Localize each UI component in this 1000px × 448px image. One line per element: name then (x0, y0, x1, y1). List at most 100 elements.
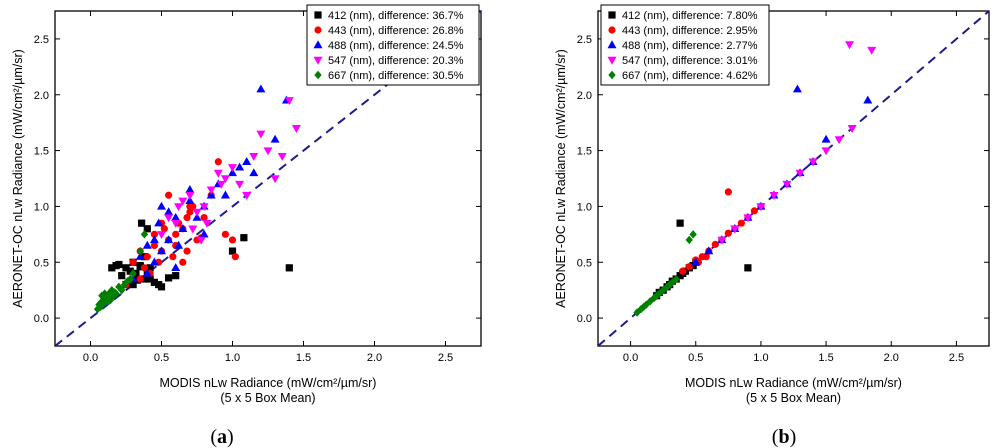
plot-frame (597, 10, 990, 347)
data-point (834, 136, 844, 145)
data-point (795, 169, 805, 178)
y-tick-label: 1.5 (577, 146, 592, 158)
data-point (242, 157, 252, 165)
y-tick-label: 0.5 (34, 257, 49, 269)
data-points (633, 41, 877, 317)
data-point (126, 267, 134, 275)
data-point (263, 147, 273, 156)
x-tick-label: 2.5 (438, 352, 453, 364)
data-point (138, 219, 146, 227)
data-point (118, 285, 126, 295)
y-tick-label: 2.5 (34, 34, 49, 46)
reference-line-1-to-1 (598, 11, 989, 346)
x-axis-label: MODIS nLw Radiance (mW/cm²/µm/sr) (160, 376, 377, 390)
y-axis-label: AERONET-OC nLw Radiance (mW/cm²/µm/sr) (554, 49, 568, 308)
y-tick-label: 0.5 (577, 257, 592, 269)
legend: 412 (nm), difference: 7.80% 443 (nm), dif… (600, 4, 770, 86)
data-point (270, 175, 280, 184)
data-point (249, 152, 259, 161)
data-point (136, 246, 144, 256)
y-tick-label: 2.0 (577, 90, 592, 102)
data-point (689, 230, 697, 239)
data-point (277, 152, 287, 161)
y-axis-label: AERONET-OC nLw Radiance (mW/cm²/µm/sr) (11, 49, 25, 308)
data-point (129, 269, 137, 278)
data-point (291, 125, 301, 133)
data-point (172, 230, 180, 238)
legend-marker (314, 70, 322, 80)
data-point (126, 274, 134, 284)
data-point (679, 267, 687, 275)
data-point (270, 134, 280, 143)
data-point (150, 241, 158, 250)
legend-marker (608, 26, 616, 34)
legend-entry: 667 (nm), difference: 4.62% (622, 70, 758, 82)
legend-marker (314, 11, 322, 19)
data-point (863, 95, 873, 104)
data-point (146, 275, 154, 283)
data-point (112, 289, 120, 298)
data-point (691, 257, 701, 266)
data-point (149, 235, 159, 244)
legend-entry: 667 (nm), difference: 30.5% (328, 70, 464, 82)
data-point (164, 214, 174, 223)
x-axis-label: MODIS nLw Radiance (mW/cm²/µm/sr) (685, 376, 902, 390)
legend-marker (314, 26, 322, 34)
x-tick-label: 0.5 (688, 352, 703, 364)
data-point (672, 274, 680, 284)
data-point (730, 225, 740, 234)
legend-marker (608, 11, 616, 19)
data-point (633, 308, 641, 317)
data-point (106, 296, 115, 305)
data-point (249, 168, 259, 177)
legend-marker (313, 40, 323, 49)
data-point (143, 225, 151, 233)
data-point (769, 192, 779, 200)
series-2 (128, 84, 291, 283)
data-point (655, 289, 663, 298)
legend-marker (313, 56, 323, 65)
x-tick-label: 2.0 (367, 352, 382, 364)
panel-label: (a) (210, 426, 233, 448)
data-point (115, 260, 123, 269)
series-3 (717, 41, 877, 245)
data-point (702, 253, 710, 261)
data-point (179, 258, 187, 266)
data-point (228, 164, 237, 173)
legend-entry: 547 (nm), difference: 3.01% (622, 55, 758, 67)
data-point (146, 264, 154, 272)
data-point (171, 219, 181, 228)
y-tick-label: 0.0 (577, 313, 592, 325)
data-point (685, 263, 693, 271)
data-point (164, 207, 174, 216)
series-4 (93, 230, 149, 314)
data-point (867, 46, 877, 55)
data-point (220, 175, 230, 184)
x-tick-label: 0.0 (83, 352, 98, 364)
data-point (165, 274, 173, 282)
data-point (174, 203, 184, 212)
data-point (171, 263, 181, 272)
data-point (140, 264, 149, 272)
data-point (183, 213, 191, 222)
data-point (744, 264, 752, 272)
data-point (174, 240, 184, 249)
x-tick-label: 1.5 (818, 352, 833, 364)
y-tick-label: 0.0 (34, 313, 49, 325)
legend-marker (608, 70, 616, 80)
data-points (93, 41, 330, 314)
data-point (199, 203, 209, 212)
data-point (228, 247, 237, 255)
data-point (135, 251, 145, 260)
data-point (186, 202, 194, 211)
data-point (256, 130, 266, 139)
data-point (821, 134, 831, 143)
data-point (737, 219, 745, 227)
data-point (200, 213, 208, 222)
data-point (206, 190, 216, 199)
data-point (157, 246, 166, 255)
data-point (185, 184, 195, 193)
series-4 (633, 230, 697, 317)
x-axis-sublabel: (5 x 5 Box Mean) (220, 391, 315, 405)
